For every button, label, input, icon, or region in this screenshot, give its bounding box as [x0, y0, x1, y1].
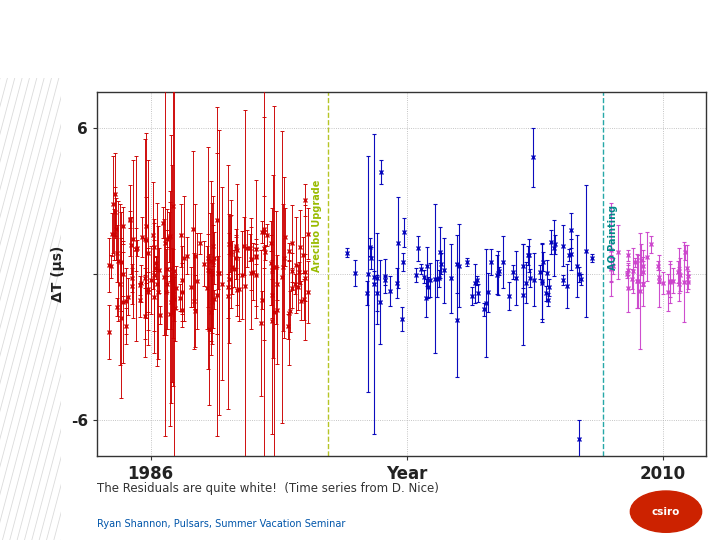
- Text: The Residuals are quite white!  (Time series from D. Nice): The Residuals are quite white! (Time ser…: [97, 482, 439, 495]
- Circle shape: [631, 491, 701, 532]
- Text: Example: What pulsar residuals ought to look like:  PSR B1855+09: Example: What pulsar residuals ought to …: [68, 41, 619, 56]
- Text: Ryan Shannon, Pulsars, Summer Vacation Seminar: Ryan Shannon, Pulsars, Summer Vacation S…: [97, 519, 346, 529]
- Text: AO Painting: AO Painting: [608, 205, 618, 270]
- Text: Arecibo Upgrade: Arecibo Upgrade: [312, 179, 323, 272]
- Text: csiro: csiro: [652, 507, 680, 517]
- Y-axis label: ΔT (μs): ΔT (μs): [52, 246, 66, 302]
